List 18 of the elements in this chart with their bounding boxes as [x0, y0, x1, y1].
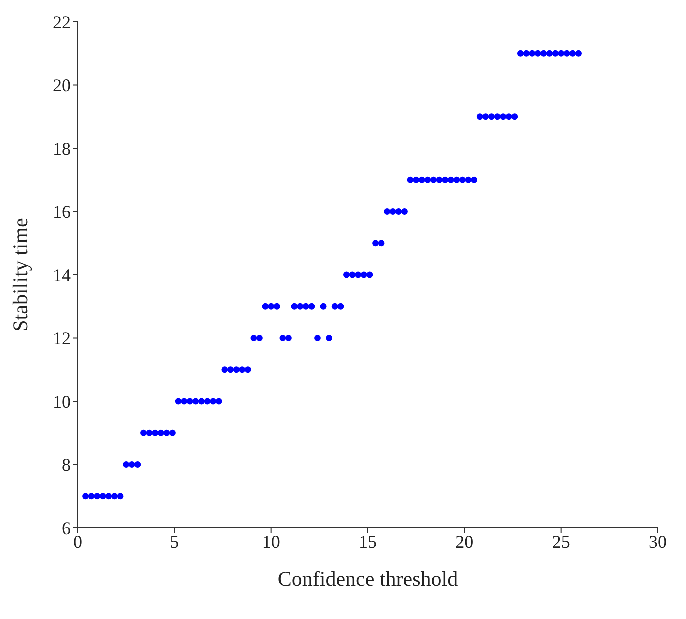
x-tick-label: 25: [552, 532, 570, 552]
y-tick-label: 12: [53, 328, 71, 349]
x-tick-label: 15: [359, 532, 377, 552]
y-tick-label: 18: [53, 138, 71, 159]
y-tick-label: 20: [53, 76, 71, 96]
x-axis-title: Confidence threshold: [278, 567, 459, 591]
y-tick-label: 14: [53, 265, 71, 286]
y-tick-label: 22: [53, 12, 71, 32]
y-tick-label: 8: [62, 455, 71, 476]
y-tick-label: 10: [53, 392, 71, 412]
x-tick-label: 5: [170, 532, 180, 552]
x-tick-label: 30: [649, 532, 667, 552]
y-tick-label: 16: [53, 202, 71, 222]
x-tick-label: 20: [456, 532, 474, 552]
y-axis-title: Stability time: [8, 218, 32, 332]
x-tick-label: 0: [74, 532, 82, 552]
y-tick-label: 6: [62, 518, 71, 538]
x-tick-label: 10: [262, 532, 280, 552]
